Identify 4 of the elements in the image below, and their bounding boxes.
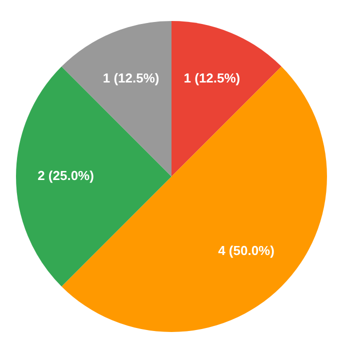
data-label: 1 (12.5%) [184,70,240,86]
data-label: 2 (25.0%) [38,168,94,184]
data-label: 1 (12.5%) [102,70,160,86]
data-label: 4 (50.0%) [218,242,274,258]
